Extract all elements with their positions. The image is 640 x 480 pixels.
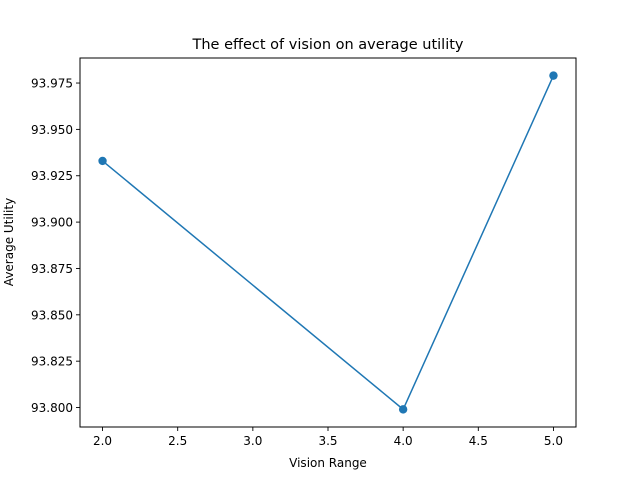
series-layer <box>98 71 558 414</box>
x-tick-label: 3.5 <box>318 434 337 448</box>
y-axis-title: Average Utility <box>2 198 16 286</box>
x-tick-label: 3.0 <box>243 434 262 448</box>
y-tick-label: 93.900 <box>31 216 73 230</box>
y-tick-label: 93.875 <box>31 262 73 276</box>
data-point <box>398 405 408 414</box>
y-tick-label: 93.950 <box>31 123 73 137</box>
data-point <box>549 71 558 80</box>
x-tick-label: 2.5 <box>168 434 187 448</box>
x-tick-label: 4.5 <box>469 434 488 448</box>
y-axis: 93.800 93.825 93.850 93.875 93.900 93.925 93.9… <box>31 77 80 415</box>
x-tick-label: 5.0 <box>544 434 563 448</box>
x-axis: 2.0 2.5 3.0 3.5 4.0 4.5 5.0 <box>93 427 563 448</box>
x-tick-label: 4.0 <box>394 434 413 448</box>
y-tick-label: 93.925 <box>31 169 73 183</box>
data-point <box>98 156 107 166</box>
y-tick-label: 93.975 <box>31 77 73 91</box>
y-tick-label: 93.850 <box>31 308 73 322</box>
y-tick-label: 93.825 <box>31 355 73 369</box>
chart-title: The effect of vision on average utility <box>192 37 464 53</box>
y-tick-label: 93.800 <box>31 401 73 415</box>
x-tick-label: 2.0 <box>93 434 112 448</box>
x-axis-title: Vision Range <box>289 456 367 470</box>
